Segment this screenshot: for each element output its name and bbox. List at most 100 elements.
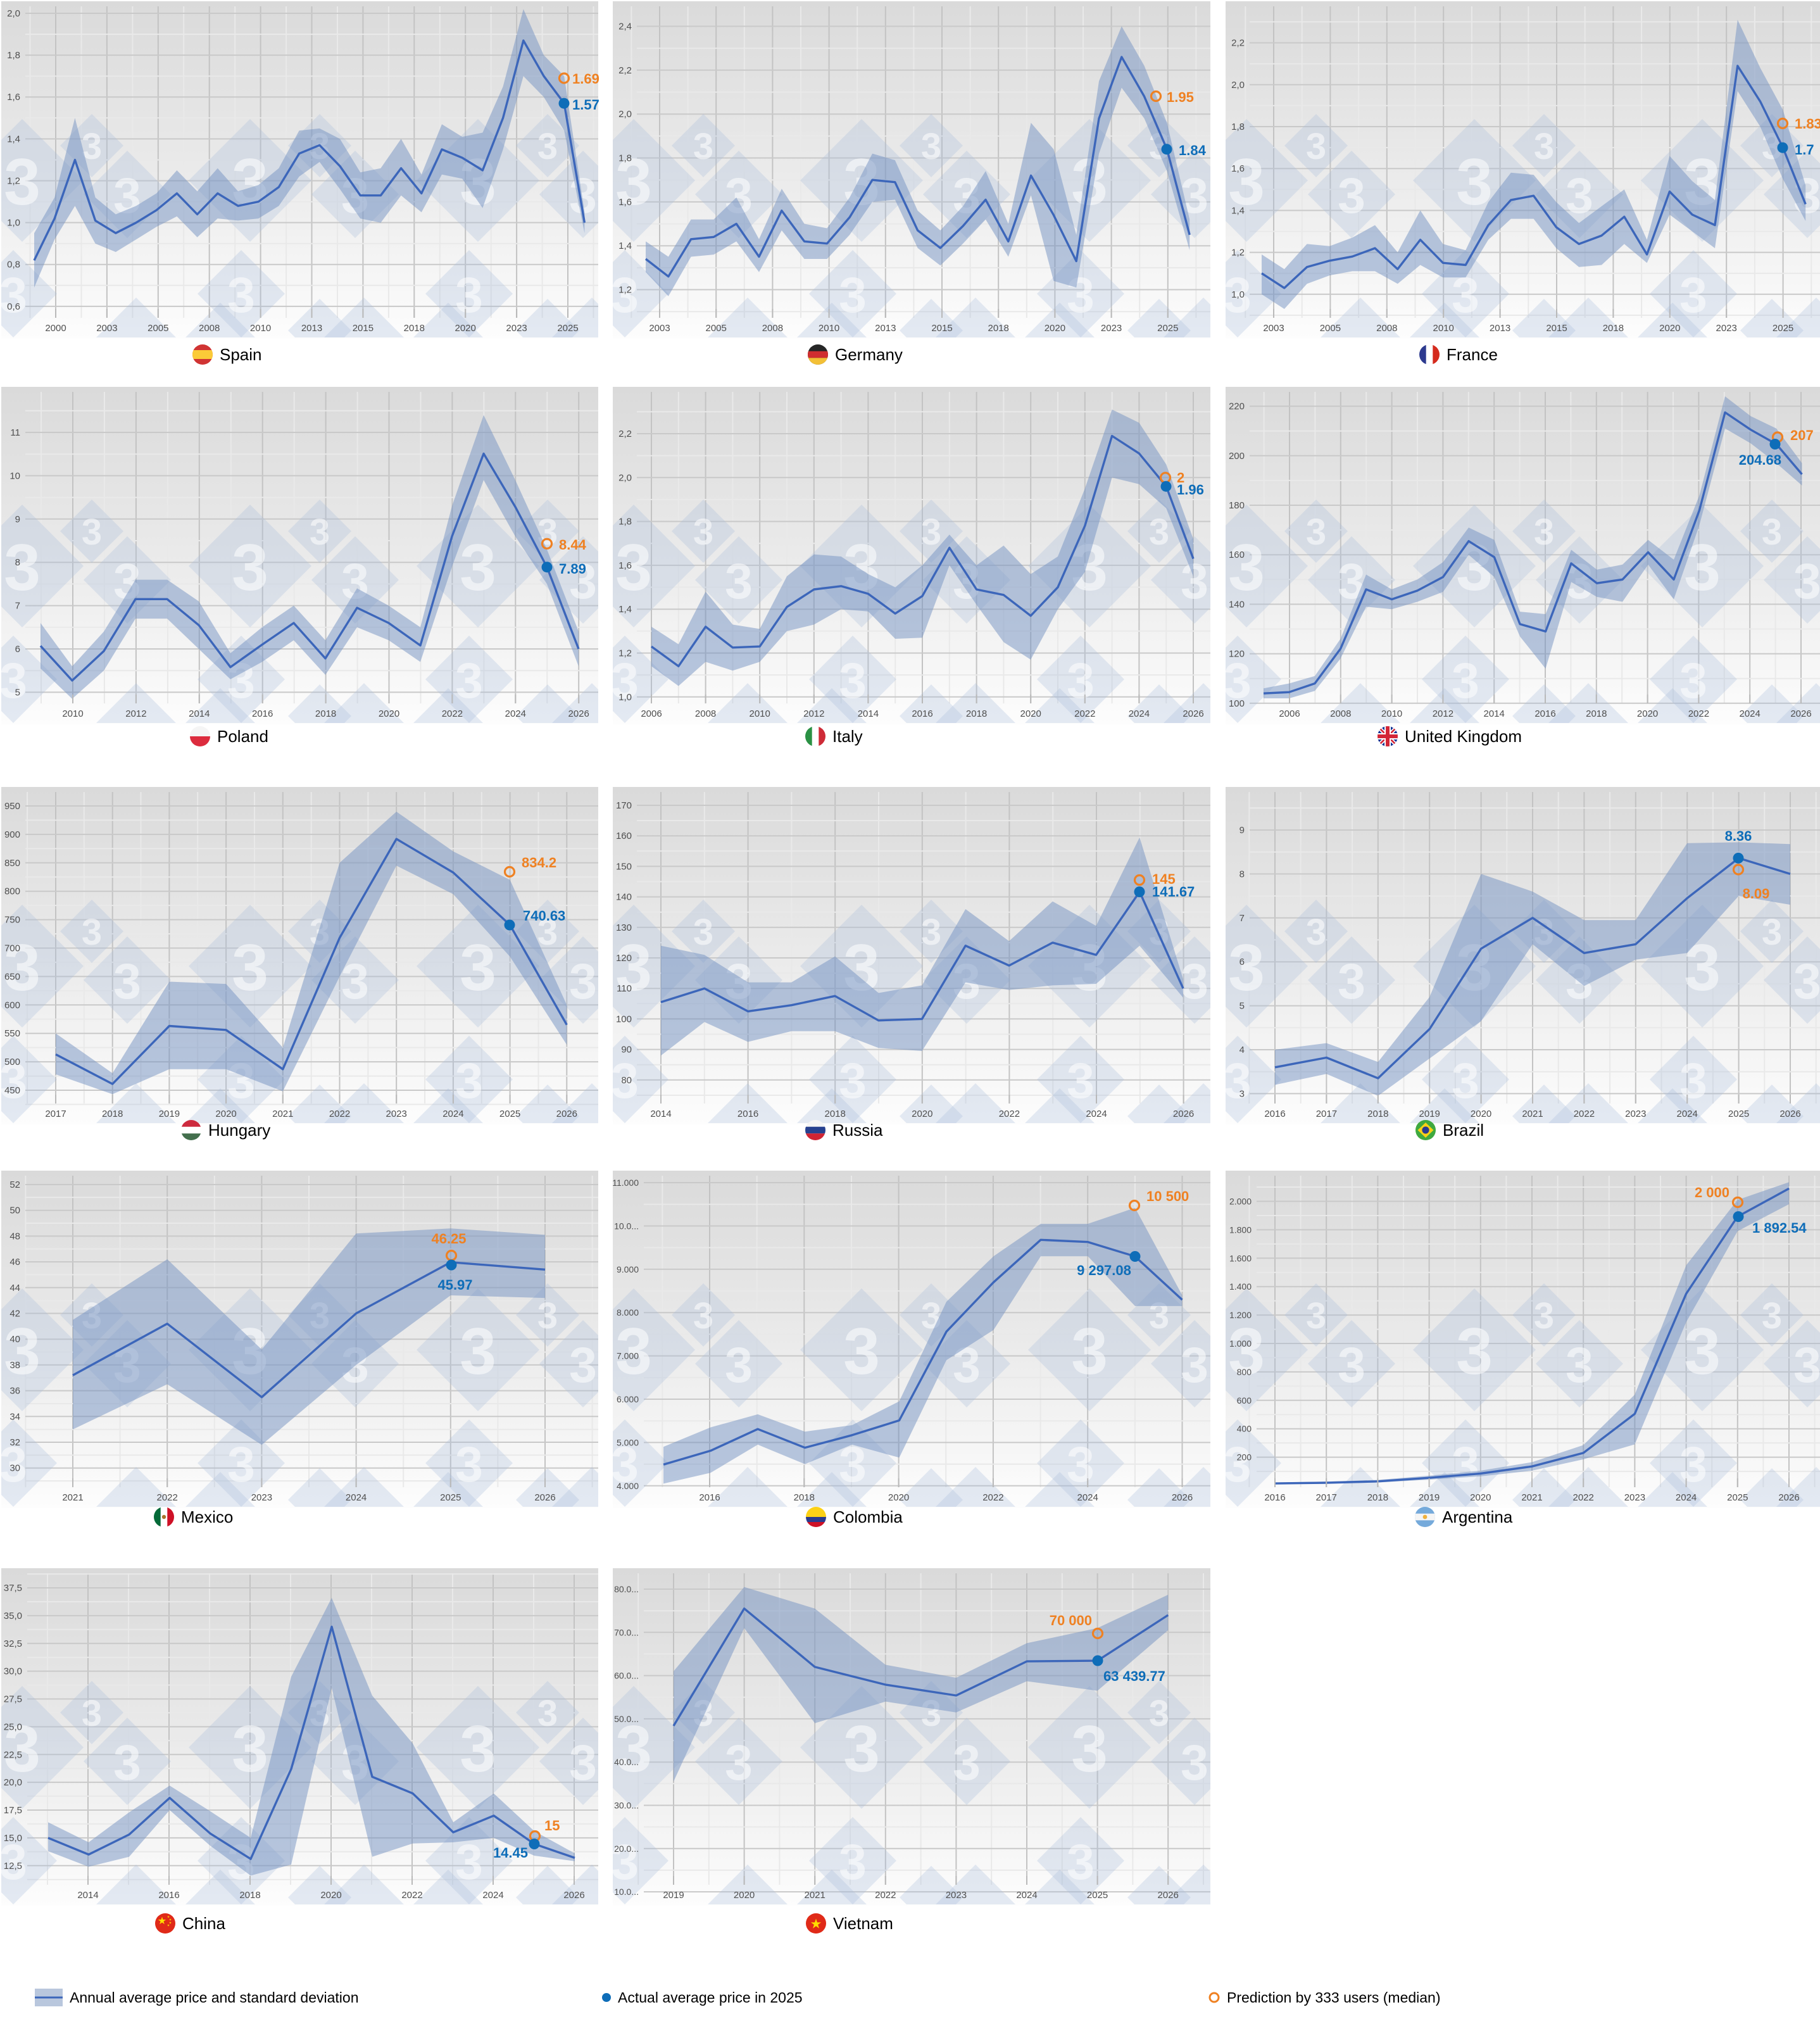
svg-text:2016: 2016 [1534,708,1555,719]
svg-text:6.000: 6.000 [617,1394,639,1404]
svg-text:2003: 2003 [96,323,117,334]
svg-text:2 000: 2 000 [1695,1185,1729,1200]
svg-text:70.0...: 70.0... [614,1627,639,1637]
svg-text:2022: 2022 [982,1492,1003,1503]
svg-text:2008: 2008 [1330,708,1351,719]
svg-text:2021: 2021 [1522,1109,1543,1119]
svg-text:5: 5 [1239,1001,1245,1012]
svg-text:2016: 2016 [1264,1492,1285,1503]
svg-text:100: 100 [616,1014,632,1024]
svg-text:Brazil: Brazil [1443,1121,1484,1140]
svg-text:2008: 2008 [199,323,220,334]
svg-text:8.44: 8.44 [559,537,587,553]
svg-text:2026: 2026 [1158,1890,1179,1901]
svg-text:141.67: 141.67 [1152,884,1195,900]
svg-text:5.000: 5.000 [617,1437,639,1447]
svg-text:2020: 2020 [320,1890,341,1901]
svg-text:2010: 2010 [62,708,83,719]
svg-text:50.0...: 50.0... [614,1714,639,1724]
svg-text:450: 450 [4,1085,20,1096]
svg-text:2026: 2026 [556,1109,577,1119]
svg-text:2022: 2022 [329,1109,350,1119]
svg-text:8.09: 8.09 [1743,886,1770,902]
svg-text:2018: 2018 [1603,323,1624,334]
svg-text:2024: 2024 [1677,1109,1698,1119]
svg-text:2019: 2019 [663,1890,684,1901]
svg-text:2005: 2005 [706,323,727,334]
svg-text:200: 200 [1237,1452,1252,1462]
svg-text:10: 10 [9,470,20,481]
svg-text:2010: 2010 [1381,708,1402,719]
svg-text:10.0...: 10.0... [614,1221,639,1231]
svg-text:2021: 2021 [62,1492,83,1503]
svg-text:10.0...: 10.0... [614,1887,639,1897]
svg-text:50: 50 [9,1205,20,1216]
svg-text:2026: 2026 [1790,708,1811,719]
svg-text:2023: 2023 [1624,1492,1645,1503]
svg-text:China: China [182,1914,225,1933]
svg-text:2024: 2024 [1086,1109,1107,1119]
svg-text:1.95: 1.95 [1167,89,1194,105]
svg-text:207: 207 [1790,427,1814,443]
svg-text:30.0...: 30.0... [614,1801,639,1811]
svg-text:27,5: 27,5 [4,1694,22,1705]
svg-text:37,5: 37,5 [4,1583,22,1594]
svg-text:2008: 2008 [695,708,716,719]
svg-text:2005: 2005 [1320,323,1341,334]
svg-text:60.0...: 60.0... [614,1671,639,1681]
svg-text:145: 145 [1152,871,1176,887]
svg-text:7.89: 7.89 [559,561,586,577]
svg-text:2018: 2018 [1367,1492,1388,1503]
svg-text:2014: 2014 [1484,708,1505,719]
svg-text:1,4: 1,4 [7,134,20,144]
svg-text:2016: 2016 [1264,1109,1285,1119]
svg-text:2020: 2020 [888,1492,909,1503]
svg-text:2,4: 2,4 [618,22,632,32]
svg-text:2019: 2019 [1419,1109,1440,1119]
svg-text:0,6: 0,6 [7,301,20,312]
svg-text:400: 400 [1237,1424,1252,1434]
svg-text:8: 8 [1239,869,1245,879]
svg-text:160: 160 [616,831,632,841]
svg-text:1,2: 1,2 [618,648,632,659]
svg-text:120: 120 [616,953,632,964]
svg-text:Poland: Poland [217,727,268,746]
svg-text:1.800: 1.800 [1229,1224,1252,1235]
svg-text:2024: 2024 [442,1109,463,1119]
svg-text:34: 34 [9,1411,20,1422]
svg-text:1,2: 1,2 [618,285,632,296]
svg-text:22,5: 22,5 [4,1749,22,1760]
svg-text:9.000: 9.000 [617,1264,639,1274]
svg-text:15,0: 15,0 [4,1833,22,1844]
svg-text:2016: 2016 [158,1890,179,1901]
svg-text:140: 140 [616,892,632,903]
svg-text:2026: 2026 [534,1492,555,1503]
svg-text:2020: 2020 [1637,708,1658,719]
svg-text:1 892.54: 1 892.54 [1752,1220,1807,1236]
svg-text:7: 7 [15,601,20,612]
svg-text:2023: 2023 [1625,1109,1646,1119]
svg-text:2,0: 2,0 [618,109,632,120]
svg-text:2022: 2022 [1688,708,1709,719]
svg-text:9: 9 [15,514,20,525]
svg-text:2: 2 [1177,470,1184,486]
svg-text:180: 180 [1229,500,1245,511]
svg-text:2020: 2020 [1020,708,1041,719]
svg-text:1.83: 1.83 [1795,116,1820,132]
svg-text:40.0...: 40.0... [614,1757,639,1767]
svg-text:2018: 2018 [1367,1109,1388,1119]
svg-text:46: 46 [9,1257,20,1267]
svg-text:1,0: 1,0 [618,692,632,703]
svg-text:600: 600 [4,1000,20,1010]
svg-text:30: 30 [9,1463,20,1474]
svg-text:8.36: 8.36 [1725,828,1752,844]
svg-text:1,6: 1,6 [1231,163,1245,174]
svg-text:63 439.77: 63 439.77 [1103,1668,1165,1684]
svg-text:2025: 2025 [1087,1890,1108,1901]
svg-text:2,2: 2,2 [618,65,632,76]
svg-text:70 000: 70 000 [1050,1613,1092,1628]
svg-text:2025: 2025 [557,323,578,334]
svg-text:2024: 2024 [346,1492,367,1503]
svg-text:2013: 2013 [1490,323,1510,334]
svg-text:2023: 2023 [506,323,527,334]
